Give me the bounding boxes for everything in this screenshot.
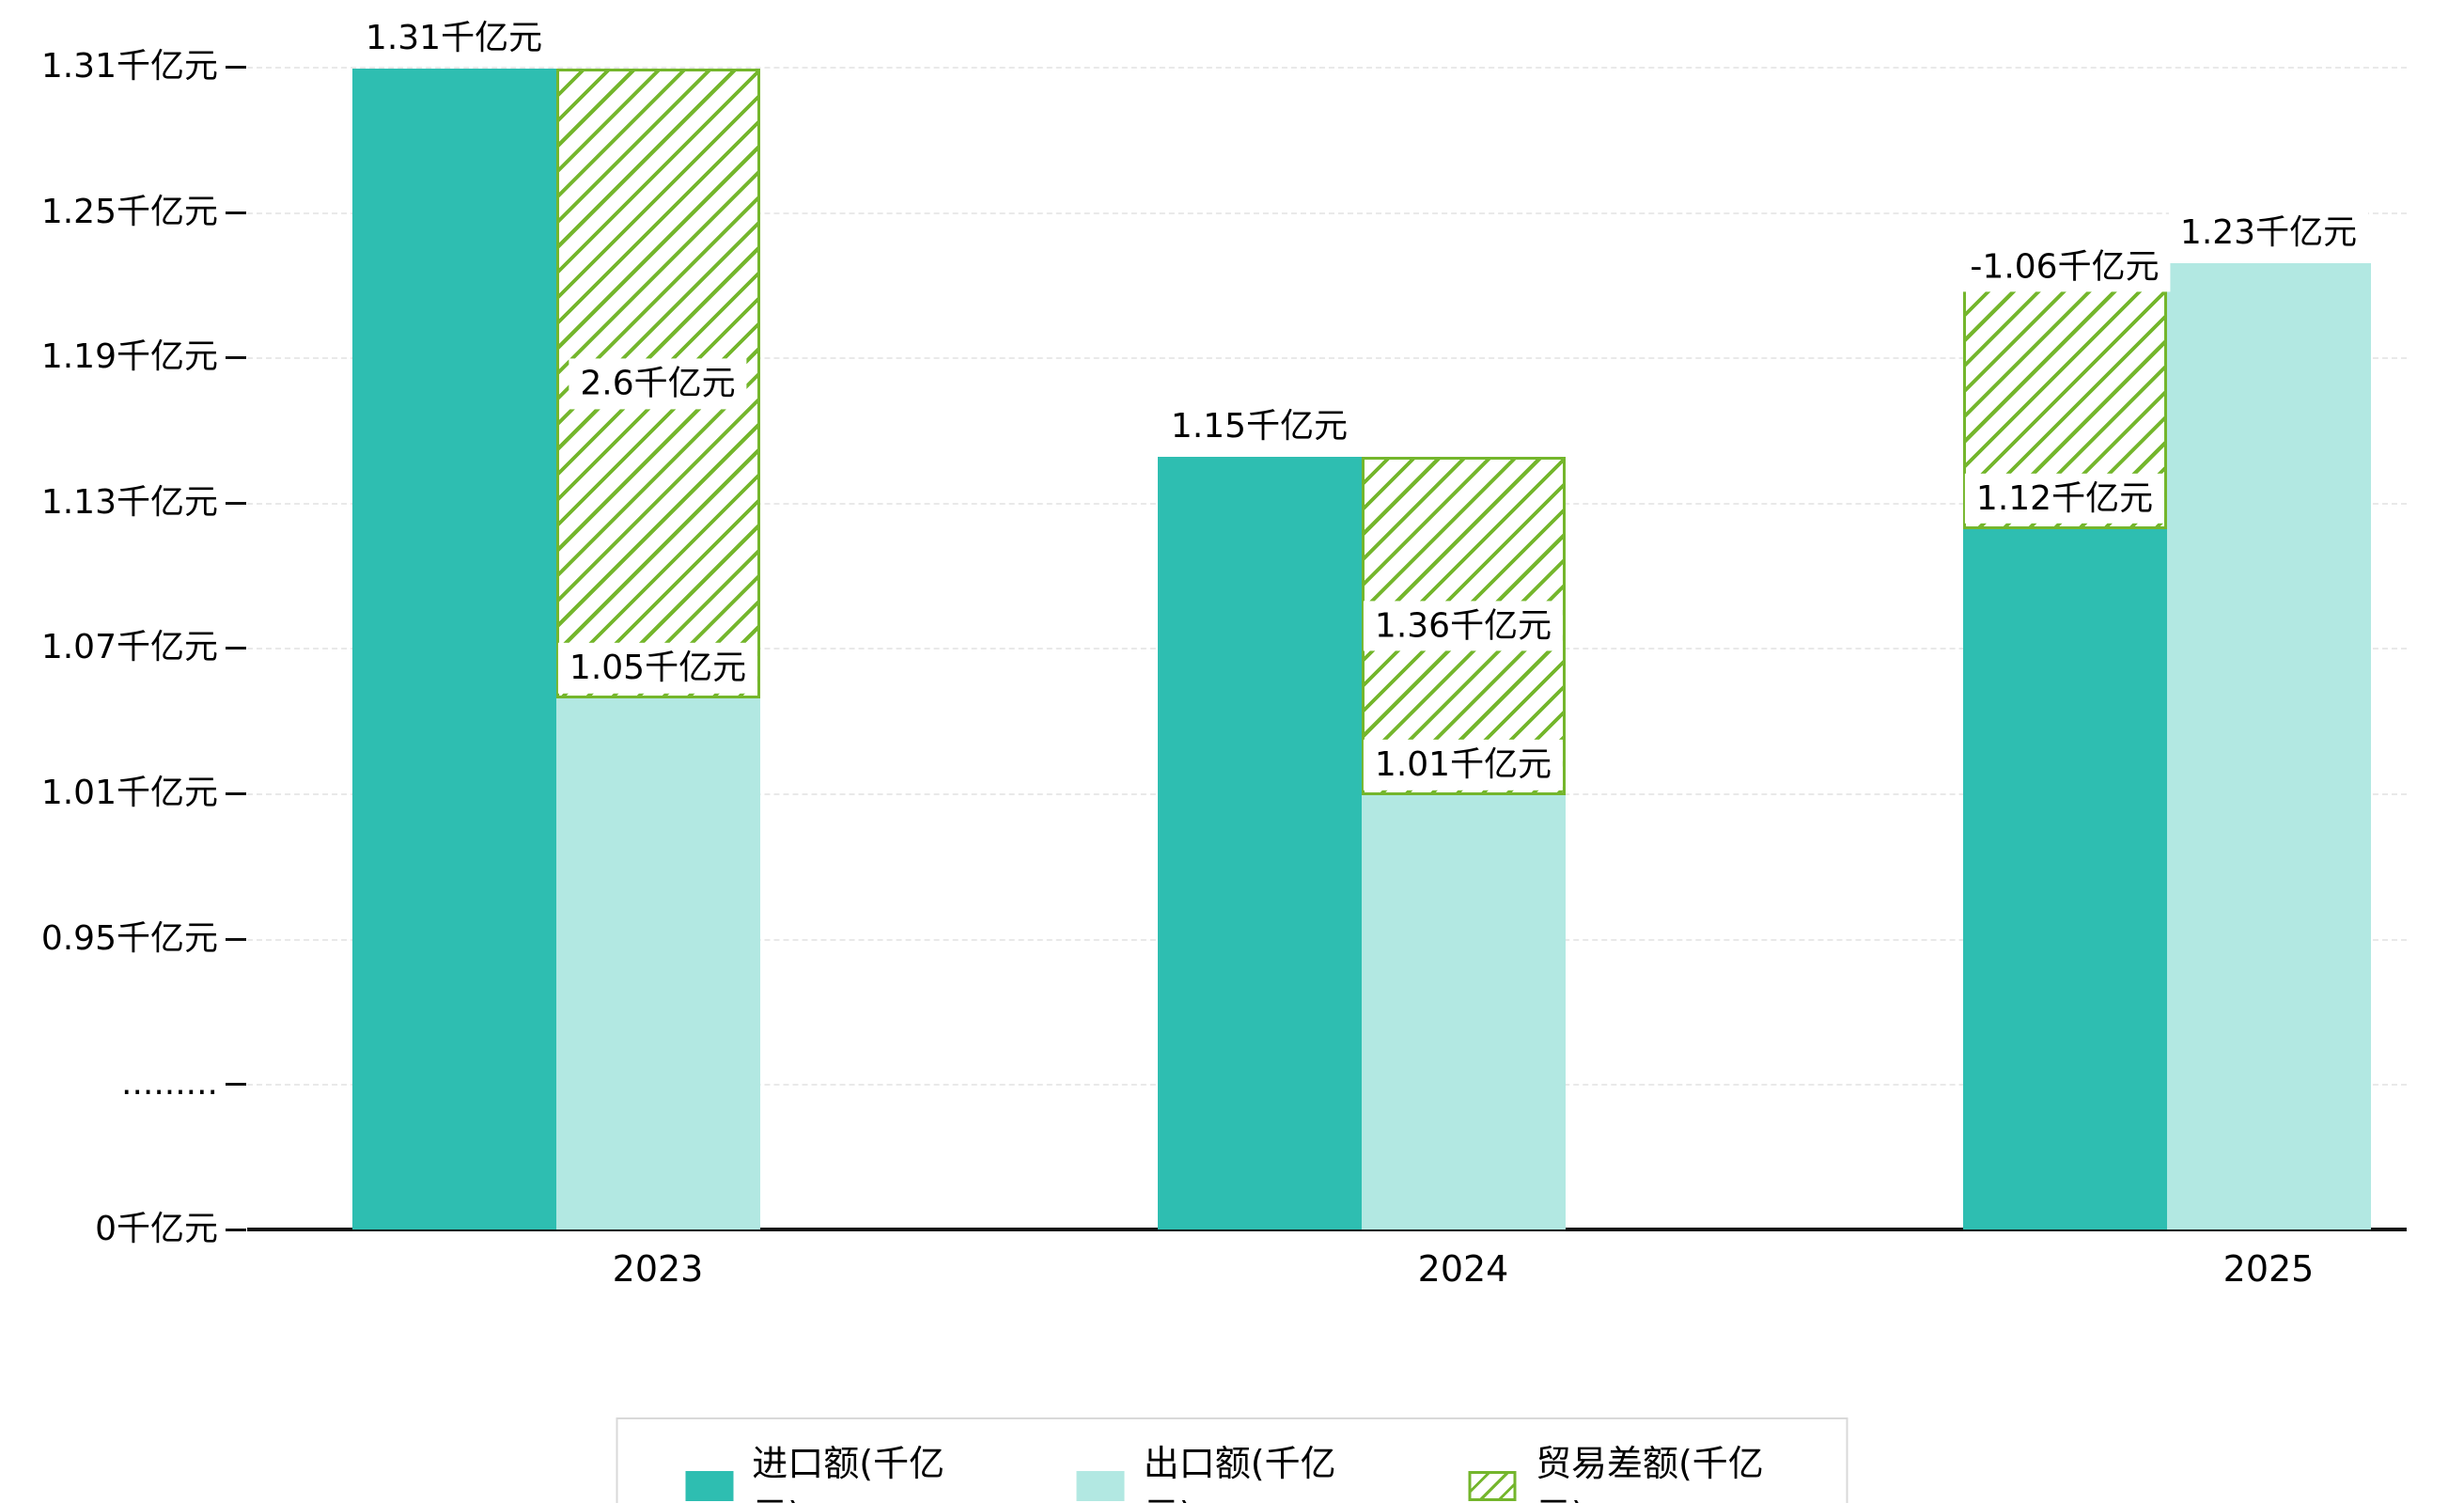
legend-label-trade-balance: 贸易差额(千亿元) — [1535, 1443, 1764, 1503]
export-value-label: 1.23千亿元 — [2168, 207, 2369, 258]
y-tick-label: 1.07千亿元 — [40, 628, 218, 666]
y-tick-label: 1.31千亿元 — [40, 47, 218, 86]
y-tick-mark — [226, 66, 246, 69]
y-tick-mark — [226, 938, 246, 941]
legend-item-export[interactable]: 出口额(千亿元) — [1076, 1434, 1355, 1503]
import-bar — [351, 69, 556, 1229]
y-tick-label: 1.13千亿元 — [40, 483, 218, 522]
y-tick-label: 1.01千亿元 — [40, 774, 218, 812]
legend: 进口额(千亿元) 出口额(千亿元) 贸易差额(千亿元) — [616, 1417, 1848, 1503]
legend-label-import: 进口额(千亿元) — [752, 1443, 945, 1503]
x-tick-label: 2025 — [2222, 1248, 2315, 1290]
x-tick-label: 2024 — [1417, 1248, 1509, 1290]
import-value-label: 1.15千亿元 — [1159, 400, 1360, 451]
y-gridline — [247, 357, 2407, 359]
legend-item-import[interactable]: 进口额(千亿元) — [685, 1434, 964, 1503]
export-swatch — [1076, 1471, 1125, 1501]
trade-balance-label: -1.06千亿元 — [1958, 241, 2171, 292]
legend-item-trade-balance[interactable]: 贸易差额(千亿元) — [1468, 1434, 1778, 1503]
export-bar — [1361, 795, 1566, 1229]
import-bar — [1157, 456, 1362, 1229]
export-bar — [2166, 262, 2371, 1229]
x-tick-label: 2023 — [612, 1248, 704, 1290]
y-axis-break-label: ......... — [121, 1064, 218, 1103]
y-tick-mark — [226, 792, 246, 795]
y-tick-mark — [226, 356, 246, 359]
legend-label-export: 出口额(千亿元) — [1143, 1443, 1336, 1503]
x-axis-line — [247, 1228, 2407, 1231]
y-tick-mark — [226, 1229, 246, 1231]
y-gridline — [247, 67, 2407, 69]
y-tick-label: 0.95千亿元 — [40, 919, 218, 958]
export-value-label: 1.01千亿元 — [1363, 740, 1564, 791]
y-tick-mark — [226, 502, 246, 505]
y-tick-label: 1.19千亿元 — [40, 337, 218, 376]
y-tick-mark — [226, 1083, 246, 1086]
y-tick-label: 0千亿元 — [95, 1210, 218, 1248]
trade-balance-swatch — [1468, 1471, 1517, 1501]
y-tick-label: 1.25千亿元 — [40, 193, 218, 231]
export-value-label: 1.05千亿元 — [557, 643, 758, 694]
y-tick-mark — [226, 211, 246, 214]
import-value-label: 1.31千亿元 — [353, 13, 554, 64]
trade-balance-label: 2.6千亿元 — [569, 358, 747, 409]
y-gridline — [247, 212, 2407, 214]
import-value-label: 1.12千亿元 — [1964, 473, 2165, 524]
trade-balance-label: 1.36千亿元 — [1363, 601, 1564, 651]
export-bar — [555, 698, 760, 1229]
import-bar — [1962, 528, 2167, 1229]
y-tick-mark — [226, 647, 246, 650]
import-swatch — [685, 1471, 734, 1501]
